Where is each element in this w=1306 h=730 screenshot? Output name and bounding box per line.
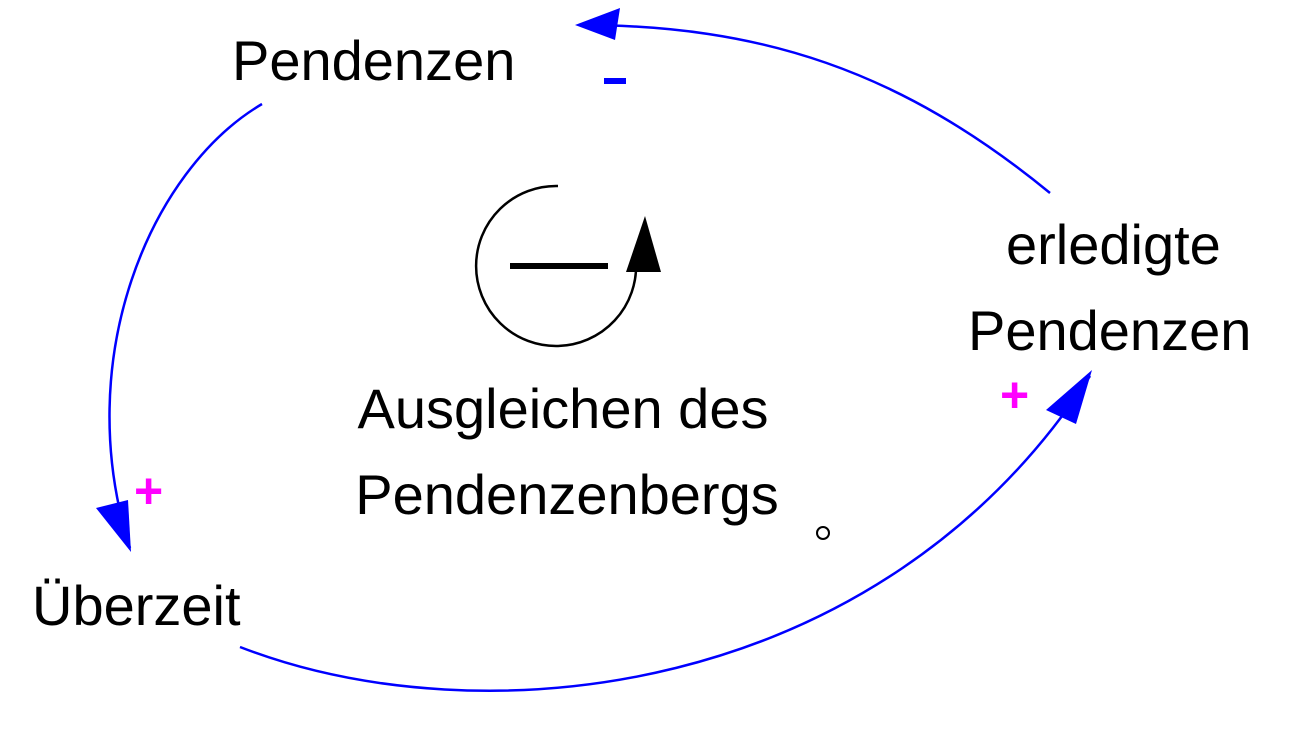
polarity-minus-erledigte-pendenzen [604,78,626,84]
link-ueberzeit-to-erledigte [239,375,1092,692]
node-erledigte-line2: Pendenzen [968,299,1251,362]
link-erledigte-to-pendenzen [579,23,1051,194]
link-pendenzen-to-ueberzeit [108,102,263,549]
node-pendenzen: Pendenzen [232,29,515,92]
small-circle-icon [816,526,830,540]
polarity-plus-ueberzeit-erledigte: + [1000,367,1029,423]
arrowhead-pendenzen [575,8,620,40]
loop-arrowhead-icon [626,216,661,272]
node-erledigte-line1: erledigte [1006,213,1221,276]
loop-circle-icon [474,184,638,348]
node-ueberzeit: Überzeit [32,574,241,637]
arrowhead-ueberzeit [96,500,131,552]
polarity-plus-pendenzen-ueberzeit: + [134,463,163,519]
loop-name-line1: Ausgleichen des [358,377,769,440]
loop-name-line2: Pendenzenbergs [355,463,778,526]
arrowhead-erledigte [1046,370,1092,424]
